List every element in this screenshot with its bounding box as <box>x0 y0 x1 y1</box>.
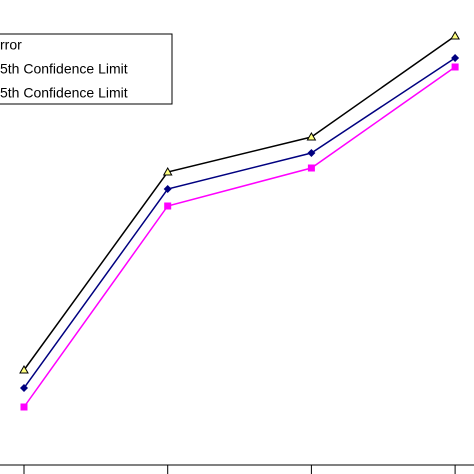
legend-box <box>0 33 173 105</box>
plot-area <box>19 30 460 474</box>
point <box>164 202 172 210</box>
series-line <box>23 66 456 408</box>
series-line <box>23 57 456 389</box>
point <box>450 30 460 40</box>
point <box>451 54 460 62</box>
point <box>307 149 316 157</box>
point <box>19 364 29 374</box>
legend-label: 5th Confidence Limit <box>0 61 128 77</box>
legend-label: rror <box>0 37 22 53</box>
legend: rror 5th Confidence Limit 5th Confidence… <box>0 33 173 105</box>
point <box>163 185 172 193</box>
point <box>306 131 317 141</box>
point <box>451 63 459 71</box>
point <box>162 166 173 176</box>
point <box>20 384 28 392</box>
legend-label: 5th Confidence Limit <box>0 85 128 101</box>
point <box>307 164 315 172</box>
point <box>20 403 28 411</box>
series-line <box>23 35 456 371</box>
